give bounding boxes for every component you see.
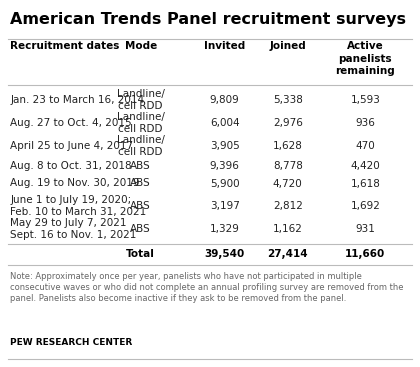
Text: Joined: Joined bbox=[269, 41, 306, 51]
Text: June 1 to July 19, 2020;
Feb. 10 to March 31, 2021: June 1 to July 19, 2020; Feb. 10 to Marc… bbox=[10, 195, 147, 217]
Text: American Trends Panel recruitment surveys: American Trends Panel recruitment survey… bbox=[10, 12, 407, 27]
Text: Total: Total bbox=[126, 249, 155, 259]
Text: 470: 470 bbox=[355, 141, 375, 151]
Text: Landline/
cell RDD: Landline/ cell RDD bbox=[117, 89, 165, 111]
Text: May 29 to July 7, 2021
Sept. 16 to Nov. 1, 2021: May 29 to July 7, 2021 Sept. 16 to Nov. … bbox=[10, 218, 137, 240]
Text: Invited: Invited bbox=[204, 41, 245, 51]
Text: 1,329: 1,329 bbox=[210, 224, 240, 234]
Text: 5,900: 5,900 bbox=[210, 178, 239, 189]
Text: 1,628: 1,628 bbox=[273, 141, 303, 151]
Text: 3,905: 3,905 bbox=[210, 141, 239, 151]
Text: 11,660: 11,660 bbox=[345, 249, 386, 259]
Text: 9,809: 9,809 bbox=[210, 95, 239, 105]
Text: 1,162: 1,162 bbox=[273, 224, 303, 234]
Text: 5,338: 5,338 bbox=[273, 95, 303, 105]
Text: 4,720: 4,720 bbox=[273, 178, 302, 189]
Text: ABS: ABS bbox=[130, 161, 151, 171]
Text: 936: 936 bbox=[355, 118, 375, 128]
Text: 6,004: 6,004 bbox=[210, 118, 239, 128]
Text: Jan. 23 to March 16, 2014: Jan. 23 to March 16, 2014 bbox=[10, 95, 144, 105]
Text: Aug. 19 to Nov. 30, 2019: Aug. 19 to Nov. 30, 2019 bbox=[10, 178, 140, 189]
Text: 9,396: 9,396 bbox=[210, 161, 240, 171]
Text: 1,618: 1,618 bbox=[350, 178, 381, 189]
Text: 4,420: 4,420 bbox=[351, 161, 380, 171]
Text: April 25 to June 4, 2017: April 25 to June 4, 2017 bbox=[10, 141, 134, 151]
Text: Mode: Mode bbox=[125, 41, 157, 51]
Text: ABS: ABS bbox=[130, 224, 151, 234]
Text: 931: 931 bbox=[355, 224, 375, 234]
Text: ABS: ABS bbox=[130, 178, 151, 189]
Text: 3,197: 3,197 bbox=[210, 200, 240, 211]
Text: 39,540: 39,540 bbox=[205, 249, 245, 259]
Text: PEW RESEARCH CENTER: PEW RESEARCH CENTER bbox=[10, 338, 133, 347]
Text: 1,593: 1,593 bbox=[350, 95, 381, 105]
Text: Note: Approximately once per year, panelists who have not participated in multip: Note: Approximately once per year, panel… bbox=[10, 272, 404, 304]
Text: Landline/
cell RDD: Landline/ cell RDD bbox=[117, 112, 165, 134]
Text: 1,692: 1,692 bbox=[350, 200, 381, 211]
Text: Landline/
cell RDD: Landline/ cell RDD bbox=[117, 135, 165, 157]
Text: 2,976: 2,976 bbox=[273, 118, 303, 128]
Text: Aug. 27 to Oct. 4, 2015: Aug. 27 to Oct. 4, 2015 bbox=[10, 118, 132, 128]
Text: 27,414: 27,414 bbox=[268, 249, 308, 259]
Text: 8,778: 8,778 bbox=[273, 161, 303, 171]
Text: Aug. 8 to Oct. 31, 2018: Aug. 8 to Oct. 31, 2018 bbox=[10, 161, 132, 171]
Text: Recruitment dates: Recruitment dates bbox=[10, 41, 120, 51]
Text: 2,812: 2,812 bbox=[273, 200, 303, 211]
Text: ABS: ABS bbox=[130, 200, 151, 211]
Text: Active
panelists
remaining: Active panelists remaining bbox=[336, 41, 395, 76]
